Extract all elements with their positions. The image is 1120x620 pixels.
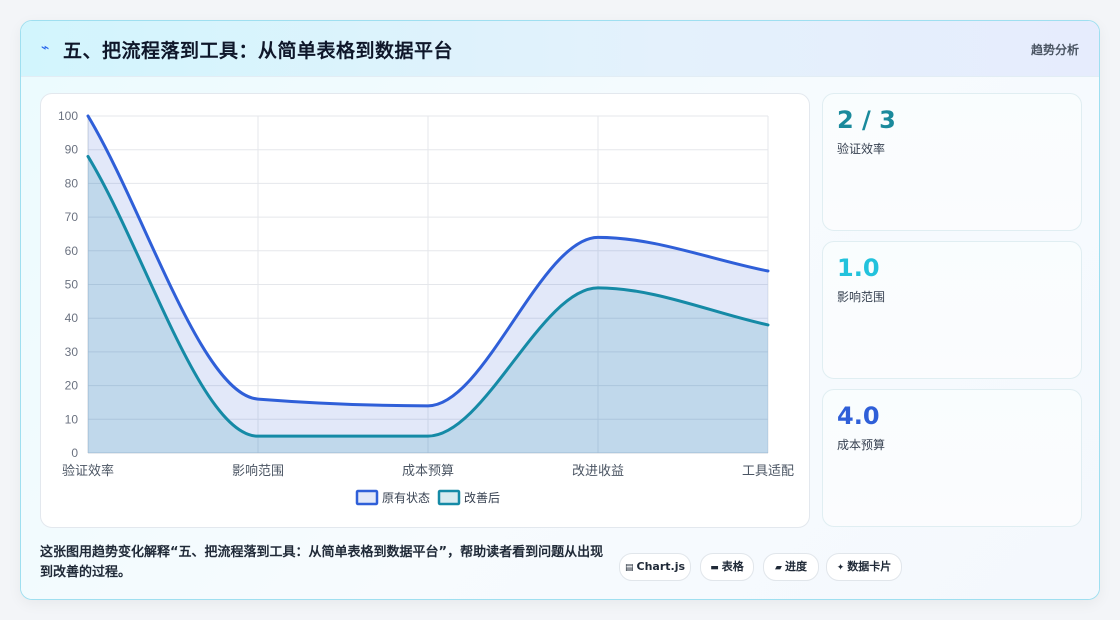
chart-description: 这张图用趋势变化解释“五、把流程落到工具：从简单表格到数据平台”，帮助读者看到问…: [40, 545, 604, 580]
series-area: [88, 116, 768, 453]
page-title: 五、把流程落到工具：从简单表格到数据平台: [63, 40, 454, 62]
x-tick-label: 工具适配: [742, 464, 794, 479]
y-tick-label: 0: [71, 446, 78, 460]
trend-analysis-tag: 趋势分析: [1030, 43, 1079, 57]
y-tick-label: 90: [65, 143, 79, 157]
stat-value: 1.0: [837, 254, 880, 282]
lightning-icon: ⌁: [41, 40, 50, 56]
series-area: [88, 156, 768, 453]
chip-data-cards[interactable]: ✦ 数据卡片: [826, 553, 902, 581]
report-card: ⌁ 五、把流程落到工具：从简单表格到数据平台 趋势分析 0 10 20 30 40 50 6…: [20, 20, 1100, 600]
chip-label: 进度: [784, 560, 807, 573]
stat-value: 4.0: [837, 402, 880, 430]
stat-label: 成本预算: [837, 438, 886, 452]
chip-label: Chart.js: [636, 560, 686, 573]
line-chart: 0 10 20 30 40 50 60 70 80 90 100 验证效率 影响范围 成本预算 改进收益 工具…: [58, 109, 794, 506]
stat-label: 验证效率: [837, 142, 886, 156]
card-header: ⌁ 五、把流程落到工具：从简单表格到数据平台 趋势分析: [21, 21, 1099, 77]
table-icon: ▬: [710, 563, 719, 573]
y-tick-label: 100: [58, 109, 78, 123]
chip-label: 表格: [721, 560, 744, 573]
progress-icon: ▰: [775, 563, 782, 573]
y-tick-label: 70: [65, 210, 79, 224]
chip-progress[interactable]: ▰ 进度: [763, 553, 819, 581]
chart-panel: 0 10 20 30 40 50 60 70 80 90 100 验证效率 影响范围 成本预算 改进收益 工具…: [40, 93, 810, 528]
chip-table[interactable]: ▬ 表格: [700, 553, 754, 581]
legend-swatch: [355, 489, 379, 506]
chart-icon: ▤: [624, 563, 634, 573]
y-tick-label: 20: [65, 379, 79, 393]
y-tick-label: 50: [65, 278, 79, 292]
y-tick-label: 30: [65, 345, 79, 359]
x-tick-label: 成本预算: [402, 464, 454, 479]
stat-value: 2 / 3: [837, 106, 896, 134]
legend-swatch: [437, 489, 461, 506]
series-line: [86, 114, 770, 408]
stat-card-impact: 1.0 影响范围: [822, 241, 1082, 379]
chip-label: 数据卡片: [847, 560, 892, 573]
stat-label: 影响范围: [837, 290, 886, 304]
sparkle-icon: ✦: [836, 563, 845, 573]
legend-label: 原有状态: [382, 491, 430, 505]
y-tick-label: 60: [65, 244, 79, 258]
y-tick-label: 80: [65, 176, 79, 190]
stat-card-cost: 4.0 成本预算: [822, 389, 1082, 527]
y-tick-label: 40: [65, 311, 79, 325]
chip-chartjs[interactable]: ▤ Chart.js: [619, 553, 691, 581]
x-tick-label: 验证效率: [62, 463, 114, 479]
x-tick-label: 改进收益: [572, 464, 624, 479]
x-tick-label: 影响范围: [232, 463, 284, 479]
y-tick-label: 10: [65, 412, 79, 426]
stat-card-verification: 2 / 3 验证效率: [822, 93, 1082, 231]
legend-label: 改善后: [464, 490, 500, 505]
series-line: [86, 154, 770, 438]
